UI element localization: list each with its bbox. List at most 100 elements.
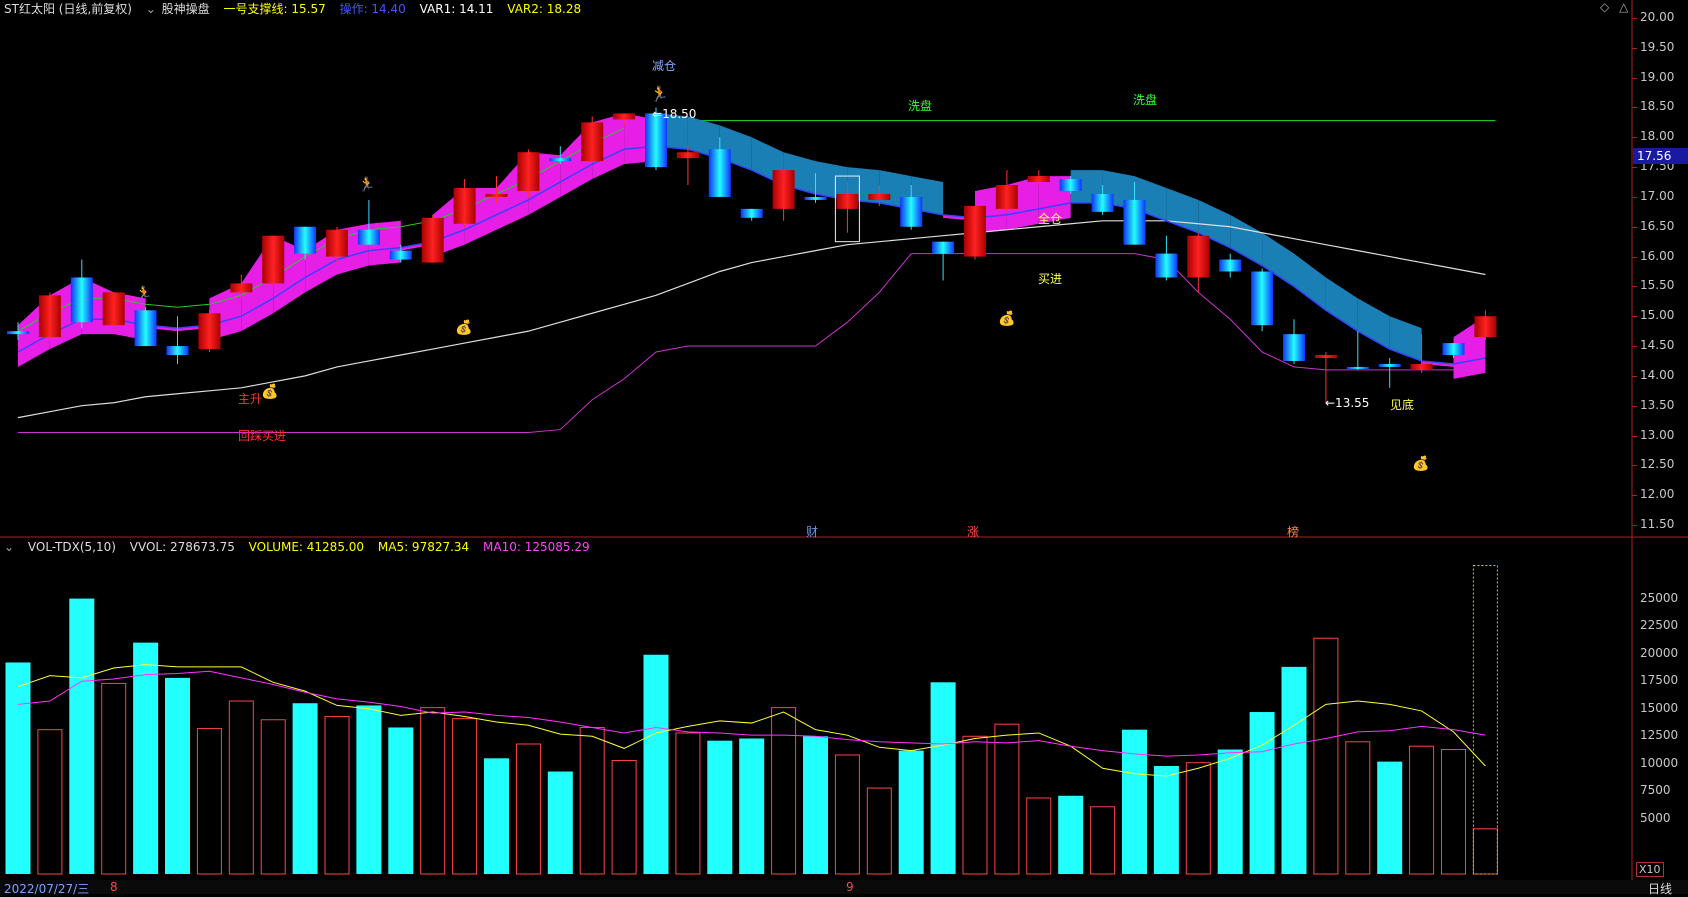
candle-body [1378,363,1401,367]
candle-body [38,295,61,338]
candlestick-chart[interactable] [0,0,1688,540]
volume-tick-label: 15000 [1640,700,1679,715]
candle-body [1314,355,1337,358]
volume-bar [834,754,860,875]
price-tick-label: 19.00 [1640,69,1675,84]
volume-bar [1122,729,1147,874]
triangle-up-icon[interactable]: △ [1619,0,1629,14]
candle-body [230,283,253,293]
volume-bar [515,743,541,875]
price-tick-label: 20.00 [1640,10,1675,24]
label-quan-cang: 全仓 [1038,212,1063,226]
circle-chevron-icon[interactable]: ⌄ [145,2,156,16]
diamond-icon[interactable]: ◇ [1600,0,1610,14]
volume-tick-label: 22500 [1640,618,1679,633]
var1-label: VAR1: 14.11 [419,2,494,16]
candle-body [868,193,891,200]
price-tick [1632,405,1637,407]
volume-bar [388,727,414,874]
volume-bar [1153,766,1179,874]
runner-icon: 🏃 [358,177,376,193]
label-zhu-sheng: 主升 [238,392,263,406]
candle-body [134,310,157,347]
label-high-price: ⇐18.50 [652,107,697,121]
price-tick-label: 15.50 [1640,278,1675,293]
price-tick-label: 12.00 [1640,487,1675,502]
money-bag-icon[interactable]: 💰 [998,311,1016,327]
volume-indicator-name[interactable]: VOL-TDX(5,10) [27,540,116,554]
chart-header: ST红太阳 (日线,前复权) ⌄ 股神操盘 一号支撑线: 15.57 操作: 1… [4,0,591,16]
var2-label: VAR2: 18.28 [507,2,582,16]
price-tick [1632,256,1637,258]
candle-body [1059,179,1082,191]
event-marker-bang[interactable]: 榜 [1287,525,1300,539]
volume-bar [196,728,222,875]
candle-body [1027,176,1050,183]
ma5-label: MA5: 97827.34 [377,540,470,554]
candle-body [389,250,412,260]
price-tick-label: 11.50 [1640,517,1675,531]
candle-body [326,229,348,257]
price-tick [1632,107,1637,109]
volume-bar [1441,749,1466,875]
volume-bar [484,758,509,874]
candle-body [581,122,604,162]
price-tick [1632,196,1637,198]
candle-body [198,313,221,350]
volume-bar [452,718,478,875]
candle-body [294,226,317,254]
volume-bar [133,642,159,874]
candle-body [357,229,380,245]
candle-body [740,208,763,218]
footer-bar [0,880,1688,894]
price-tick [1632,375,1637,377]
volume-chart[interactable] [0,540,1688,880]
volume-bar [324,715,350,875]
volume-tick-label: 25000 [1640,590,1679,605]
month-tick-8: 8 [110,880,118,894]
trend-ribbon-down [815,161,848,200]
price-tick [1632,226,1637,228]
volume-bar [356,705,382,874]
label-mai-jin: 买进 [1038,272,1063,286]
price-tick [1632,525,1637,526]
price-tick-label: 14.50 [1640,338,1675,353]
candle-body [517,152,540,191]
money-bag-icon[interactable]: 💰 [1412,456,1430,472]
price-tick [1632,495,1637,497]
indicator-name[interactable]: 股神操盘 [161,2,210,16]
circle-chevron-icon[interactable]: ⌄ [4,540,15,554]
volume-forecast-box [1472,565,1498,875]
volume-bar [675,732,701,875]
volume-bar [165,677,190,874]
price-tick-label: 17.00 [1640,188,1675,203]
label-hui-die: 回踩买进 [238,429,287,443]
volume-bar [1058,795,1084,874]
price-tick [1632,465,1637,467]
candle-body [836,193,859,209]
candle-body [964,205,986,257]
volume-bar [1090,806,1116,875]
stock-title[interactable]: ST红太阳 (日线,前复权) [4,2,132,16]
price-tick [1632,346,1637,348]
volume-bar [228,700,254,875]
candle-body [549,158,572,162]
current-price-tag: 17.56 [1633,148,1688,164]
event-marker-zhang[interactable]: 涨 [967,525,980,539]
support-line [18,253,1486,434]
volume-ma5-line [17,664,1486,777]
volume-bar [994,723,1020,875]
volume-bar [1217,749,1243,874]
money-bag-icon[interactable]: 💰 [261,384,279,400]
volume-bar [962,735,988,875]
money-bag-icon[interactable]: 💰 [455,320,473,336]
candle-body [1442,343,1465,356]
price-tick [1632,316,1637,318]
event-marker-cai[interactable]: 财 [806,525,819,539]
ma-line-white [17,220,1486,419]
volume-tick-label: 10000 [1640,755,1679,770]
candle-body [772,170,795,209]
vvol-label: VVOL: 278673.75 [129,540,235,554]
volume-bar [803,736,828,874]
period-label[interactable]: 日线 [1648,882,1673,896]
